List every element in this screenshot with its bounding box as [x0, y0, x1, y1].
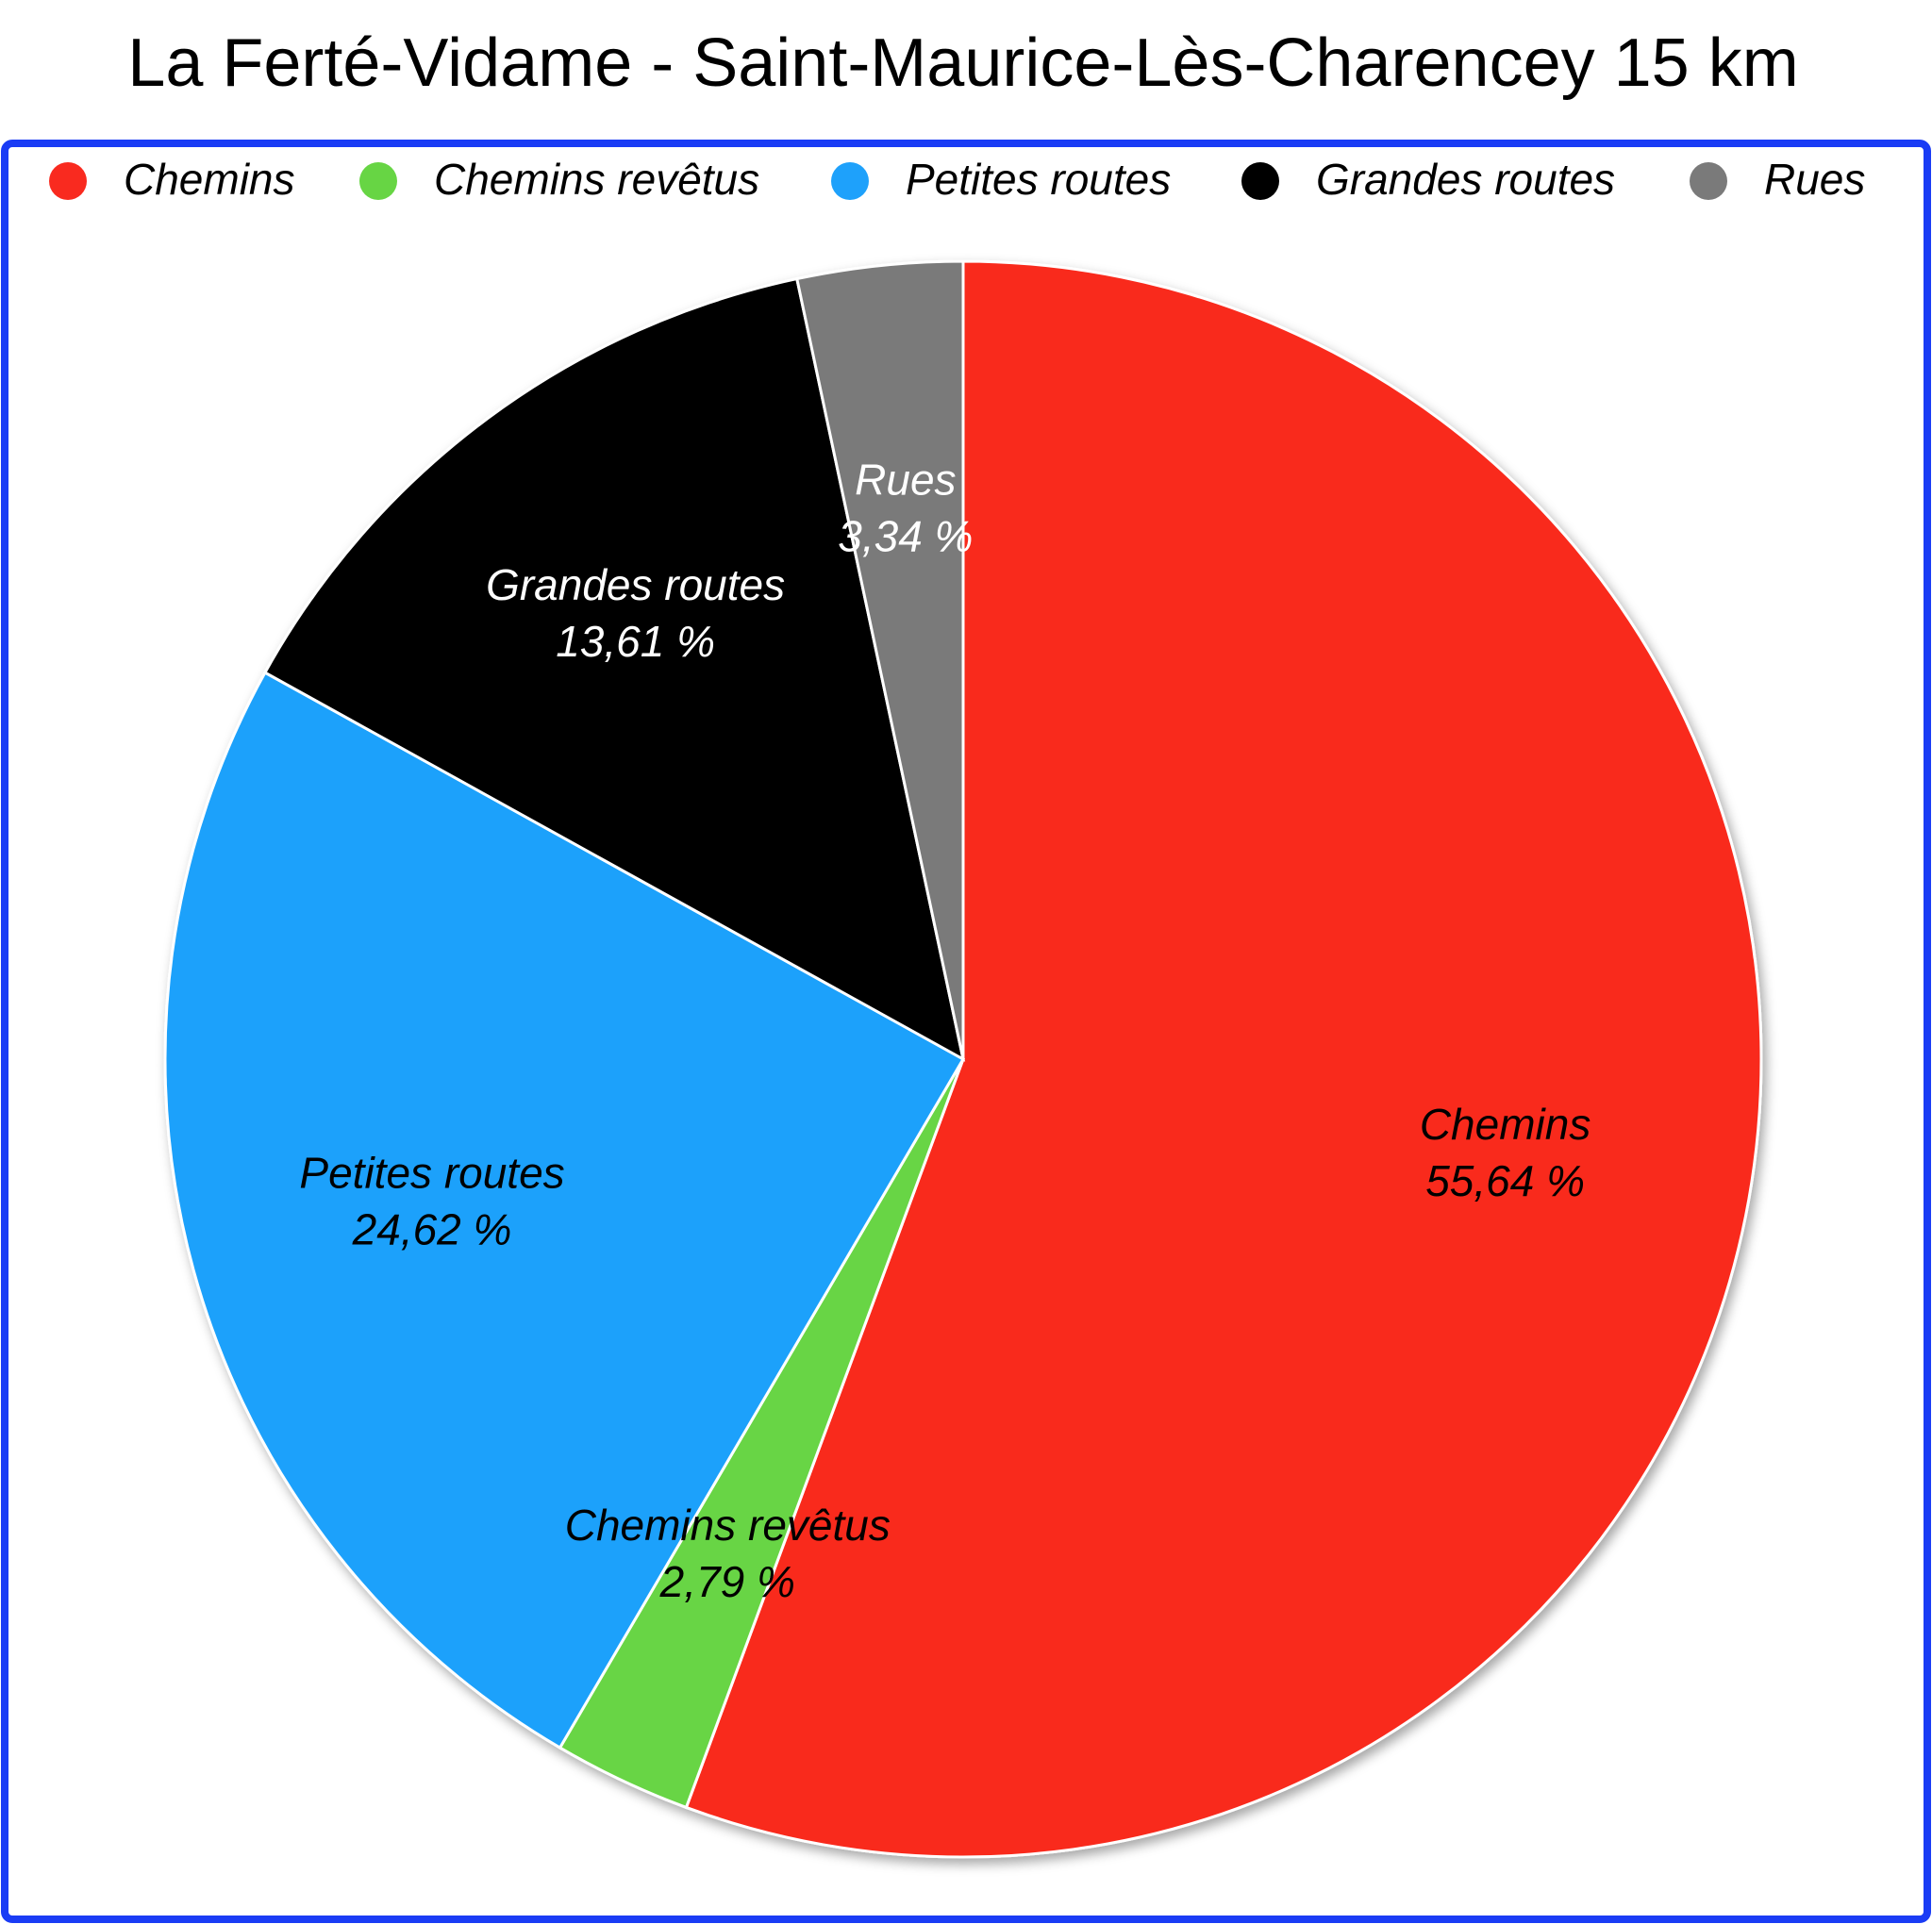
legend-label: Chemins	[124, 155, 295, 204]
legend-label: Rues	[1764, 155, 1865, 204]
legend-label: Grandes routes	[1316, 155, 1615, 204]
data-label-value: 3,34 %	[838, 512, 973, 561]
pie-slice	[684, 259, 1763, 1859]
legend-label: Chemins revêtus	[434, 155, 759, 204]
data-label-value: 55,64 %	[1425, 1156, 1585, 1205]
data-label-name: Chemins revêtus	[565, 1501, 891, 1550]
data-label-value: 13,61 %	[556, 617, 715, 666]
legend-swatch	[1690, 162, 1727, 200]
pie-slice	[794, 259, 965, 1060]
data-label-name: Chemins	[1420, 1100, 1591, 1149]
legend-label: Petites routes	[906, 155, 1171, 204]
pie	[163, 259, 1763, 1859]
data-label-value: 24,62 %	[352, 1205, 512, 1254]
data-label-name: Petites routes	[299, 1149, 564, 1198]
legend-swatch	[831, 162, 869, 200]
legend: Chemins Chemins revêtus Petites routes Gran…	[49, 155, 1865, 204]
data-label-name: Rues	[855, 456, 956, 505]
data-labels: Chemins 55,64 % Chemins revêtus 2,79 % Petit…	[299, 456, 1591, 1606]
pie-slice	[262, 276, 966, 1062]
data-label-value: 2,79 %	[659, 1557, 795, 1606]
chart-title: La Ferté-Vidame - Saint-Maurice-Lès-Char…	[127, 25, 1798, 101]
pie-slice	[163, 671, 966, 1750]
legend-swatch	[49, 162, 87, 200]
legend-swatch	[1241, 162, 1279, 200]
chart-frame	[1, 140, 1931, 1923]
data-label-name: Grandes routes	[486, 560, 785, 609]
legend-swatch	[359, 162, 397, 200]
